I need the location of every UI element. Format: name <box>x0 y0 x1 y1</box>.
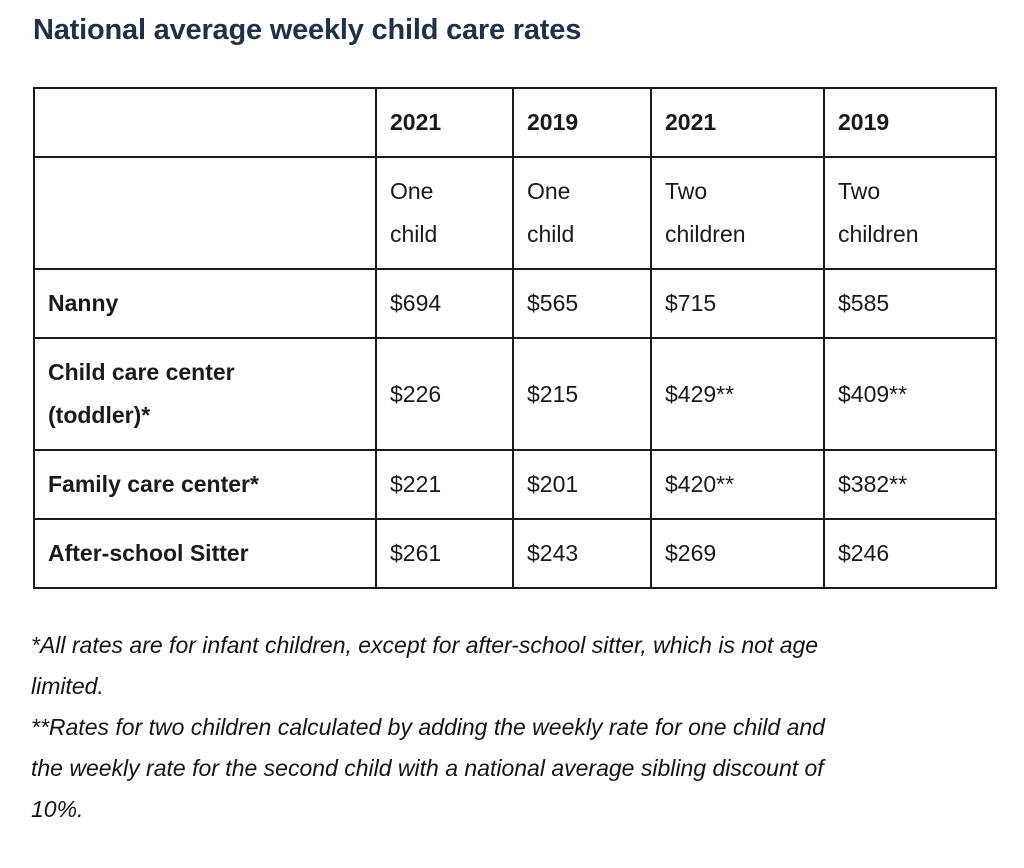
table-row-family-care-center: Family care center* $221 $201 $420** $38… <box>33 449 997 520</box>
rate-cell: $243 <box>512 518 652 589</box>
rate-cell: $201 <box>512 449 652 520</box>
page-title: National average weekly child care rates <box>33 14 582 46</box>
rate-cell: $382** <box>823 449 997 520</box>
rate-cell: $420** <box>650 449 825 520</box>
rate-cell: $715 <box>650 268 825 339</box>
child-care-rates-table: 2021 2019 2021 2019 One child One child … <box>33 87 997 589</box>
rate-cell: $221 <box>375 449 514 520</box>
group-header-cell: Two children <box>650 156 825 270</box>
rate-cell: $429** <box>650 337 825 451</box>
footnotes-section: *All rates are for infant children, exce… <box>31 625 1006 830</box>
corner-cell <box>33 156 377 270</box>
rate-cell: $694 <box>375 268 514 339</box>
table-row-after-school-sitter: After-school Sitter $261 $243 $269 $246 <box>33 518 997 589</box>
year-header-row: 2021 2019 2021 2019 <box>33 87 997 158</box>
footnote-sibling-discount: **Rates for two children calculated by a… <box>31 714 825 822</box>
row-label-cell: After-school Sitter <box>33 518 377 589</box>
rate-cell: $246 <box>823 518 997 589</box>
group-header-cell: One child <box>512 156 652 270</box>
rate-cell: $409** <box>823 337 997 451</box>
rate-cell: $269 <box>650 518 825 589</box>
rate-cell: $261 <box>375 518 514 589</box>
rate-cell: $215 <box>512 337 652 451</box>
year-header-cell: 2021 <box>375 87 514 158</box>
table-row-child-care-center: Child care center (toddler)* $226 $215 $… <box>33 337 997 451</box>
year-header-cell: 2021 <box>650 87 825 158</box>
table-row-nanny: Nanny $694 $565 $715 $585 <box>33 268 997 339</box>
rate-cell: $565 <box>512 268 652 339</box>
footnote-age-limit: *All rates are for infant children, exce… <box>31 632 819 699</box>
row-label-cell: Nanny <box>33 268 377 339</box>
row-label-cell: Child care center (toddler)* <box>33 337 377 451</box>
rate-cell: $585 <box>823 268 997 339</box>
corner-cell <box>33 87 377 158</box>
year-header-cell: 2019 <box>512 87 652 158</box>
group-header-row: One child One child Two children Two chi… <box>33 156 997 270</box>
rate-cell: $226 <box>375 337 514 451</box>
group-header-cell: One child <box>375 156 514 270</box>
year-header-cell: 2019 <box>823 87 997 158</box>
group-header-cell: Two children <box>823 156 997 270</box>
row-label-cell: Family care center* <box>33 449 377 520</box>
